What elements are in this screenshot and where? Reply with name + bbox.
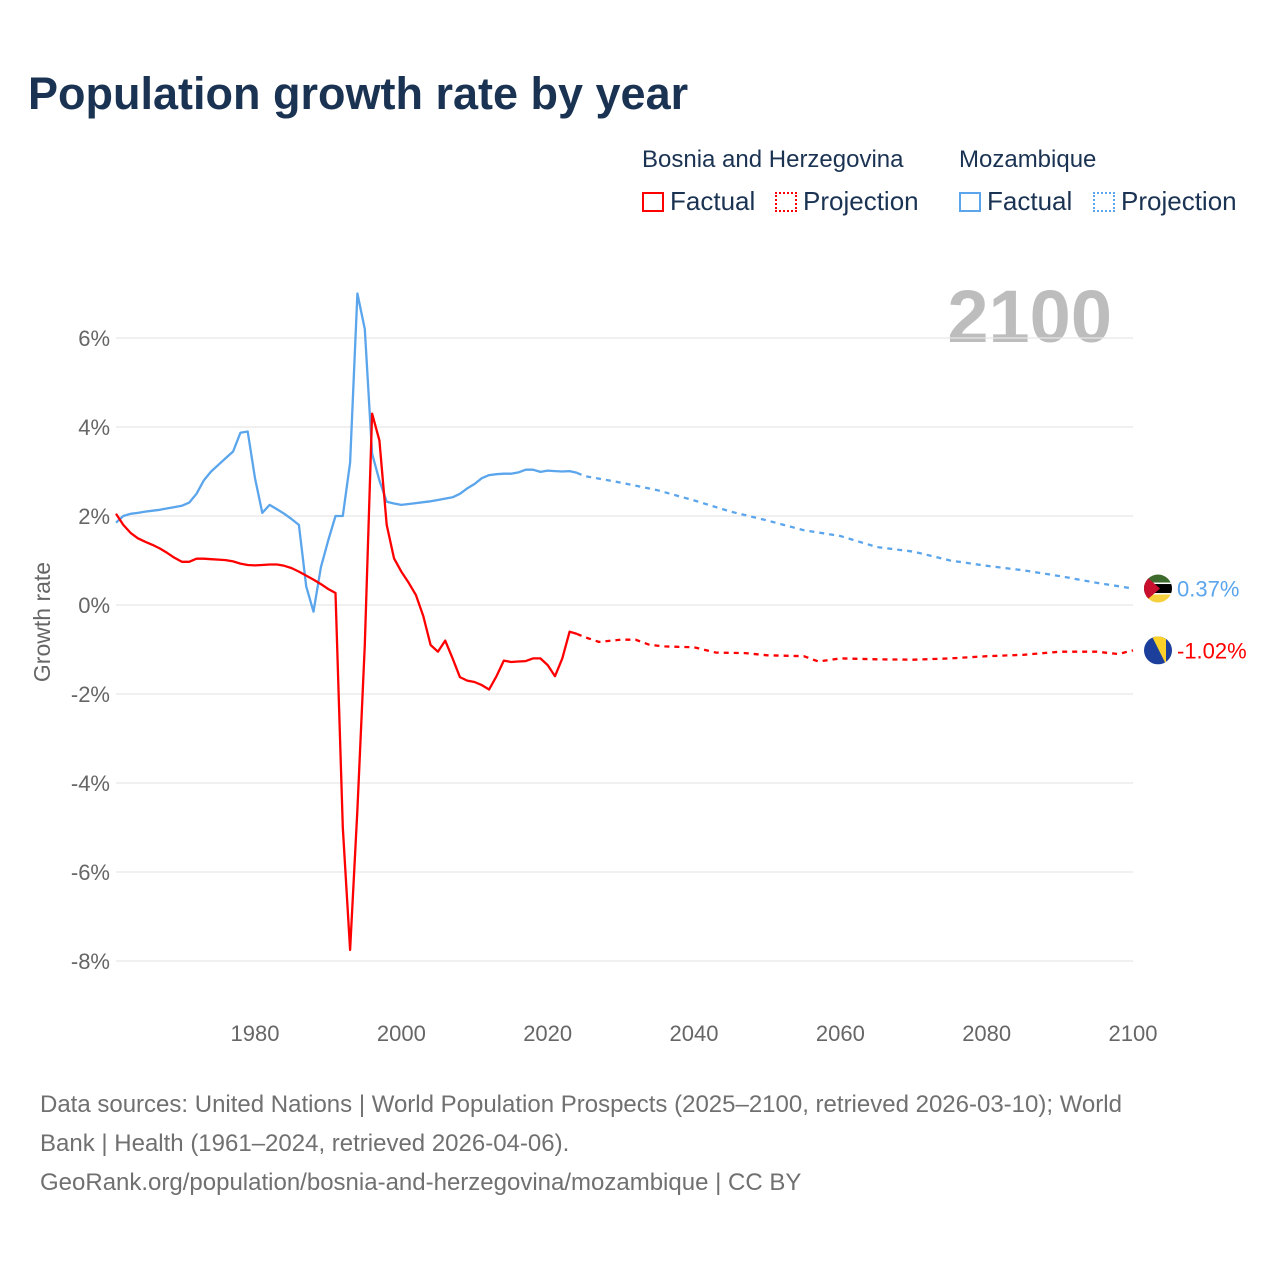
- x-tick-label: 2060: [816, 1021, 865, 1046]
- series-line-factual: [115, 412, 578, 952]
- y-tick-label: -8%: [71, 949, 110, 974]
- y-axis-label: Growth rate: [29, 562, 55, 682]
- legend-label: Projection: [803, 186, 919, 216]
- legend-mozambique-projection[interactable]: Projection: [1093, 186, 1237, 217]
- y-tick-label: -6%: [71, 860, 110, 885]
- end-value-label: -1.02%: [1177, 638, 1247, 663]
- series-line-factual: [115, 292, 578, 613]
- legend-label: Factual: [670, 186, 756, 216]
- y-tick-label: 0%: [78, 593, 110, 618]
- year-badge: 2100: [947, 275, 1112, 358]
- legend-swatch-solid: [642, 191, 664, 212]
- x-tick-label: 1980: [231, 1021, 280, 1046]
- y-tick-label: 4%: [78, 415, 110, 440]
- footer-sources-1: Data sources: United Nations | World Pop…: [40, 1091, 1122, 1118]
- x-tick-label: 2040: [670, 1021, 719, 1046]
- footer-sources-2: Bank | Health (1961–2024, retrieved 2026…: [40, 1130, 570, 1157]
- legend-bosnia-projection[interactable]: Projection: [775, 186, 919, 217]
- x-tick-label: 2080: [962, 1021, 1011, 1046]
- series-line-projection: [576, 471, 1134, 590]
- legend-swatch-dotted: [1093, 191, 1115, 212]
- y-tick-label: -2%: [71, 682, 110, 707]
- x-tick-label: 2020: [523, 1021, 572, 1046]
- x-tick-label: 2100: [1109, 1021, 1158, 1046]
- series-line-projection: [576, 632, 1134, 663]
- x-tick-label: 2000: [377, 1021, 426, 1046]
- legend-label: Projection: [1121, 186, 1237, 216]
- y-tick-label: -4%: [71, 771, 110, 796]
- legend-bosnia-factual[interactable]: Factual: [642, 186, 755, 217]
- footer-link[interactable]: GeoRank.org/population/bosnia-and-herzeg…: [40, 1169, 802, 1196]
- legend-group-bosnia: Bosnia and Herzegovina: [642, 146, 904, 173]
- end-value-label: 0.37%: [1177, 577, 1239, 602]
- y-tick-label: 2%: [78, 504, 110, 529]
- bosnia-flag-icon: [1144, 636, 1172, 665]
- mozambique-flag-icon: [1144, 574, 1172, 603]
- legend-swatch-solid: [959, 191, 981, 212]
- plot-area: 2100 Growth rate 6% 4% 2% 0% -2% -4% -6% -8% 198…: [29, 275, 1247, 1046]
- y-tick-label: 6%: [78, 326, 110, 351]
- legend-swatch-dotted: [775, 191, 797, 212]
- legend-mozambique-factual[interactable]: Factual: [959, 186, 1072, 217]
- chart-title: Population growth rate by year: [28, 68, 689, 119]
- legend-group-mozambique: Mozambique: [959, 146, 1097, 173]
- legend-label: Factual: [987, 186, 1073, 216]
